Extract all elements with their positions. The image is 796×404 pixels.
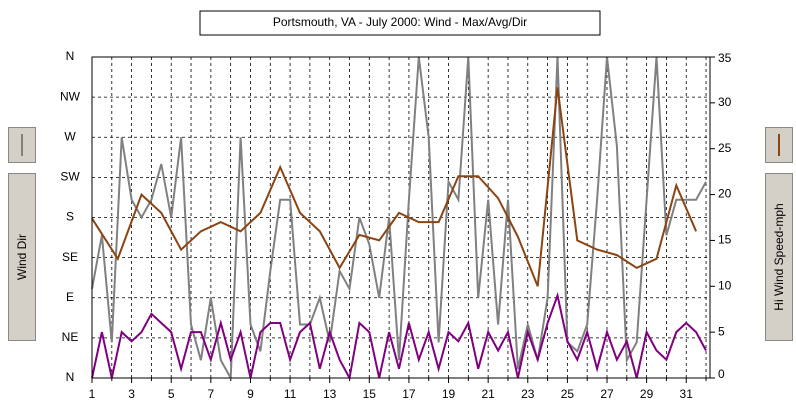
series-line [91, 56, 707, 382]
x-tick-label: 29 [640, 387, 654, 401]
x-tick-label: 27 [600, 387, 614, 401]
x-tick-label: 19 [442, 387, 456, 401]
series-line [91, 291, 707, 381]
y2-tick-label: 10 [718, 278, 732, 292]
x-tick-label: 17 [402, 387, 416, 401]
legend-swatch [21, 134, 23, 156]
x-tick-label: 25 [561, 387, 575, 401]
x-tick-label: 5 [168, 387, 175, 401]
legend-swatch-box [8, 127, 36, 163]
y-tick-label: S [66, 210, 74, 224]
y2-tick-label: 5 [718, 324, 725, 338]
x-tick-label: 3 [128, 387, 135, 401]
y2-tick-label: 20 [718, 187, 732, 201]
x-tick-label: 9 [247, 387, 254, 401]
legend-label: Hi Wind Speed-mph [772, 203, 786, 311]
y2-tick-label: 15 [718, 233, 732, 247]
y2-tick-label: 30 [718, 95, 732, 109]
y-tick-label: SE [62, 250, 78, 264]
legend-swatch-box [765, 127, 793, 163]
chart-title: Portsmouth, VA - July 2000: Wind - Max/A… [273, 15, 527, 29]
legend-label-box: Hi Wind Speed-mph [765, 173, 793, 341]
y-tick-label: E [66, 290, 74, 304]
y2-tick-label: 35 [718, 51, 732, 65]
y-tick-label: SW [60, 170, 80, 184]
series-line [91, 87, 698, 287]
y-tick-label: NE [62, 330, 79, 344]
legend-label: Wind Dir [15, 233, 29, 281]
y-tick-label: NW [60, 89, 81, 103]
legend-label-box: Wind Dir [8, 173, 36, 341]
x-tick-label: 21 [481, 387, 495, 401]
title-box [199, 10, 601, 36]
y-tick-label: N [66, 370, 75, 384]
x-tick-label: 11 [284, 387, 297, 401]
y-tick-label: W [64, 129, 76, 143]
x-tick-label: 1 [89, 387, 96, 401]
x-tick-label: 31 [680, 387, 694, 401]
x-tick-label: 13 [323, 387, 337, 401]
x-tick-label: 7 [208, 387, 215, 401]
y2-tick-label: 0 [718, 367, 725, 381]
y2-tick-label: 25 [718, 141, 732, 155]
x-tick-label: 15 [363, 387, 377, 401]
x-tick-label: 23 [521, 387, 535, 401]
legend-swatch [778, 134, 780, 156]
y-tick-label: N [66, 49, 75, 63]
plot-border [91, 56, 711, 379]
